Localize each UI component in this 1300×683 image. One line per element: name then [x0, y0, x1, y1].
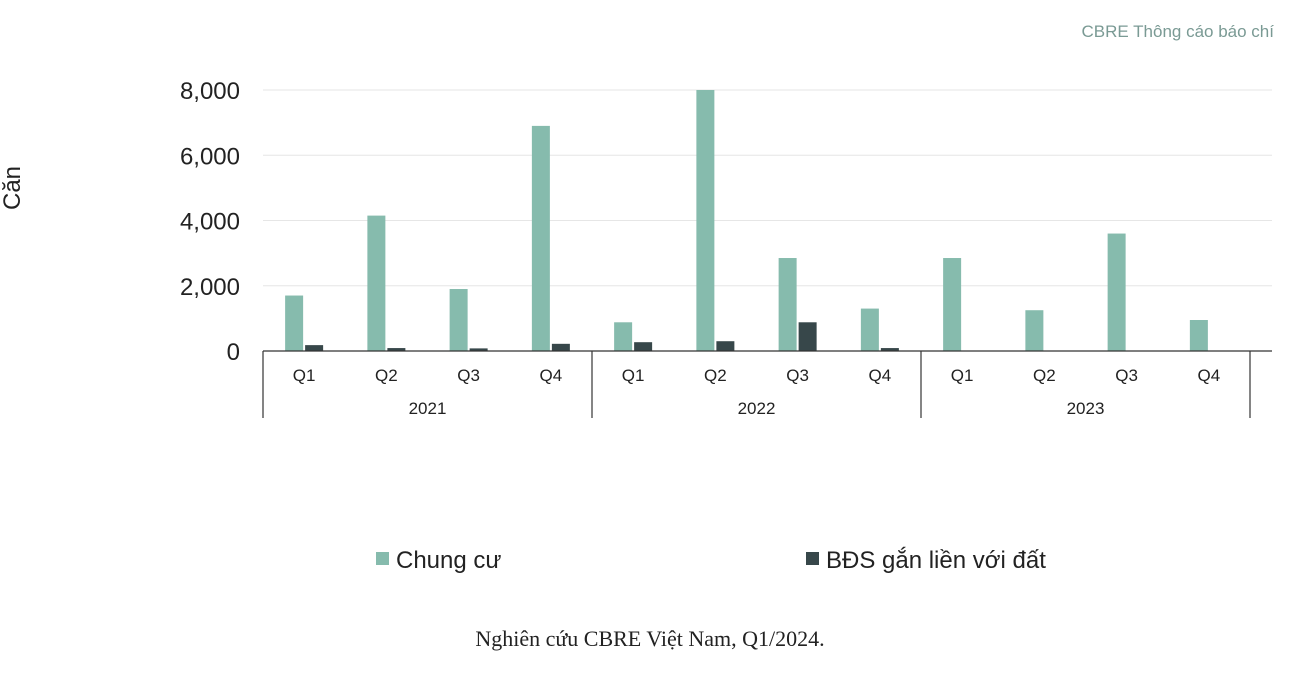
legend-label-bds: BĐS gắn liền với đất: [826, 547, 1046, 574]
year-group-label: 2023: [1067, 399, 1105, 418]
bar-bds-dat: [305, 345, 324, 351]
bar-chung-cu: [367, 215, 386, 351]
x-tick-label: Q4: [1198, 366, 1221, 385]
bar-bds-dat: [634, 342, 653, 351]
y-tick-label: 2,000: [180, 274, 240, 301]
source-note: Nghiên cứu CBRE Việt Nam, Q1/2024.: [475, 626, 825, 651]
bar-chung-cu: [449, 289, 468, 351]
x-tick-label: Q3: [457, 366, 480, 385]
x-tick-label: Q1: [293, 366, 316, 385]
y-axis-label: Căn: [0, 166, 26, 210]
legend: Chung cư BĐS gắn liền với đất: [376, 547, 1046, 574]
bar-chung-cu: [285, 295, 304, 351]
x-tick-label: Q2: [704, 366, 727, 385]
bar-bds-dat: [469, 348, 488, 351]
x-tick-label: Q3: [786, 366, 809, 385]
bar-chung-cu: [1025, 310, 1044, 351]
legend-swatch-chung-cu: [376, 552, 389, 565]
year-group-label: 2022: [738, 399, 776, 418]
bar-chung-cu: [614, 322, 633, 351]
bar-bds-dat: [716, 341, 735, 351]
bar-bds-dat: [880, 348, 899, 351]
x-tick-label: Q2: [375, 366, 398, 385]
x-tick-label: Q1: [951, 366, 974, 385]
bar-bds-dat: [798, 322, 817, 351]
x-tick-label: Q4: [540, 366, 563, 385]
y-axis-ticks: 0 2,000 4,000 6,000 8,000: [180, 78, 240, 366]
x-tick-label: Q4: [869, 366, 892, 385]
bar-chung-cu: [1189, 320, 1208, 351]
bar-chung-cu: [1107, 233, 1126, 351]
bar-bds-dat: [551, 343, 570, 351]
bar-chung-cu: [860, 308, 879, 351]
x-tick-label: Q1: [622, 366, 645, 385]
y-tick-label: 8,000: [180, 78, 240, 105]
bar-chung-cu: [531, 125, 550, 351]
year-group-label: 2021: [409, 399, 447, 418]
gridlines: [263, 89, 1272, 287]
x-axis: Q1 Q2 Q3 Q4 Q1 Q2 Q3 Q4 Q1 Q2 Q3 Q4 2021 2022 2023: [262, 350, 1272, 418]
bars: [285, 90, 1208, 351]
legend-swatch-bds: [806, 552, 819, 565]
x-tick-label: Q2: [1033, 366, 1056, 385]
bar-chung-cu: [696, 90, 715, 351]
bar-bds-dat: [387, 348, 406, 351]
bar-chung-cu: [778, 258, 797, 351]
y-tick-label: 0: [227, 339, 240, 366]
y-tick-label: 4,000: [180, 209, 240, 236]
y-tick-label: 6,000: [180, 143, 240, 170]
legend-label-chung-cu: Chung cư: [396, 547, 501, 574]
bar-chung-cu: [943, 258, 962, 351]
x-tick-label: Q3: [1115, 366, 1138, 385]
press-release-note: CBRE Thông cáo báo chí: [1081, 22, 1274, 41]
